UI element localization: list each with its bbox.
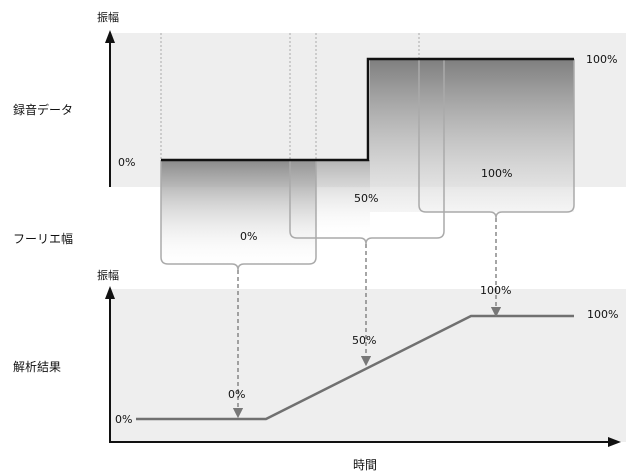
fourier-window-gradient-2	[290, 160, 370, 235]
recording-signal-line	[161, 57, 574, 162]
bottom-y-axis-arrow-icon	[105, 286, 115, 299]
top-y-axis-label: 振幅	[97, 10, 119, 24]
analysis-point-2-value: 50%	[352, 334, 376, 347]
x-axis-arrow-icon	[608, 437, 621, 447]
analysis-point-3-value: 100%	[480, 284, 511, 297]
recording-row-label: 録音データ	[13, 102, 73, 117]
analysis-result-line	[136, 314, 574, 421]
fourier-row-label: フーリエ幅	[13, 231, 73, 246]
bottom-y-axis-label: 振幅	[97, 268, 119, 282]
analysis-point-1-value: 0%	[228, 388, 245, 401]
x-axis	[109, 437, 621, 447]
high-signal-gradient	[370, 59, 574, 212]
analysis-end-value: 100%	[587, 308, 618, 321]
top-y-axis-arrow-icon	[105, 30, 115, 43]
analysis-start-value: 0%	[115, 413, 132, 426]
fourier-window-2-value: 50%	[354, 192, 378, 205]
fourier-window-1-value: 0%	[240, 230, 257, 243]
fourier-window-3-value: 100%	[481, 167, 512, 180]
window-guide-lines	[160, 33, 420, 160]
recording-low-value: 0%	[118, 156, 135, 169]
bottom-y-axis	[105, 286, 115, 442]
x-axis-label: 時間	[353, 458, 377, 472]
recording-high-value: 100%	[586, 53, 617, 66]
analysis-row-label: 解析結果	[13, 360, 61, 374]
top-y-axis	[105, 30, 115, 187]
